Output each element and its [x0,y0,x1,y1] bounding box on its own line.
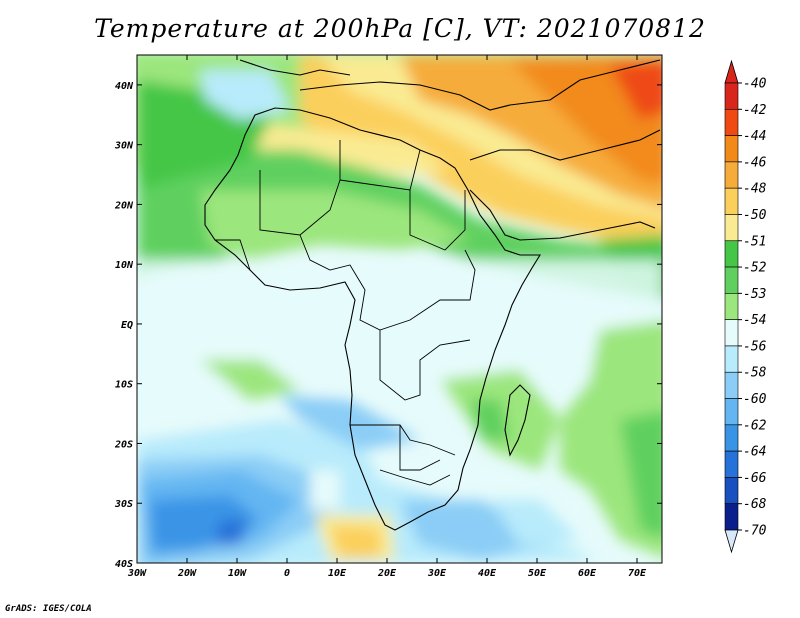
lon-label: 50E [528,568,547,579]
lon-label: 20E [377,568,397,579]
colorbar-label: -48 [743,182,767,197]
colorbar-swatch [724,108,739,136]
colorbar-swatch [724,503,739,531]
colorbar-label: -64 [743,445,766,460]
colorbar-swatch [724,161,739,189]
lon-label: 10W [228,568,247,579]
colorbar-label: -66 [743,471,767,486]
colorbar-swatch [724,398,739,426]
colorbar-swatch [724,450,739,478]
colorbar-swatch [724,135,739,163]
country-borders [215,140,476,486]
lat-label: 20N [114,200,134,211]
lon-label: 70E [628,568,647,579]
lat-label: EQ [121,320,133,331]
colorbar-swatch [724,293,739,320]
lat-label: 20S [114,439,133,450]
temperature-field [137,55,662,563]
lon-label: 60E [578,568,597,579]
lon-label: 40E [478,568,497,579]
axes: 30W 20W 10W 0 10E 20E 30E 40E 50E 60E 70E 40N 30N 20N… [114,55,662,579]
colorbar-label: -52 [743,261,767,276]
lat-label: 40S [115,559,133,570]
colorbar-swatch [724,424,739,452]
colorbar-swatch [724,266,739,294]
lat-label: 10N [115,260,134,271]
colorbar-swatch [724,240,739,268]
lon-label: 10E [328,568,347,579]
colorbar-label: -58 [743,366,767,381]
colorbar-label: -53 [743,287,766,302]
colorbar-swatch [724,477,739,505]
map-frame [136,54,663,564]
colorbar-bottom-arrow [724,529,739,554]
colorbar-label: -70 [743,524,767,539]
lat-label: 30N [114,141,134,152]
coastlines [204,59,661,531]
colorbar-label: -50 [743,208,767,223]
colorbar-swatch [724,371,739,399]
colorbar: -40 -42 -44 -46 -48 -50 -51 -52 -53 -54 -56 -58 -60 -… [724,59,767,554]
lon-label: 30E [427,568,447,579]
map-title: Temperature at 200hPa [C], VT: 202107081… [94,14,706,43]
lat-label: 10S [115,380,133,391]
colorbar-top-arrow [724,59,739,84]
lon-label: 0 [284,568,290,579]
colorbar-swatch [724,345,739,373]
colorbar-label: -54 [743,313,766,328]
colorbar-swatch [724,214,739,242]
colorbar-label: -42 [743,103,767,118]
lat-label: 40N [115,81,134,92]
colorbar-label: -62 [743,418,767,433]
lon-label: 30W [127,568,147,579]
colorbar-swatch [724,319,739,347]
colorbar-swatch [724,82,739,110]
credit-label: GrADS: IGES/COLA [5,604,92,614]
colorbar-label: -56 [743,339,767,354]
colorbar-label: -44 [743,129,766,144]
colorbar-label: -51 [743,234,766,249]
colorbar-label: -40 [743,77,767,92]
lon-label: 20W [177,568,197,579]
colorbar-label: -60 [743,392,767,407]
colorbar-label: -46 [743,155,767,170]
lat-label: 30S [114,499,133,510]
colorbar-label: -68 [743,497,767,512]
colorbar-swatch [724,187,739,215]
